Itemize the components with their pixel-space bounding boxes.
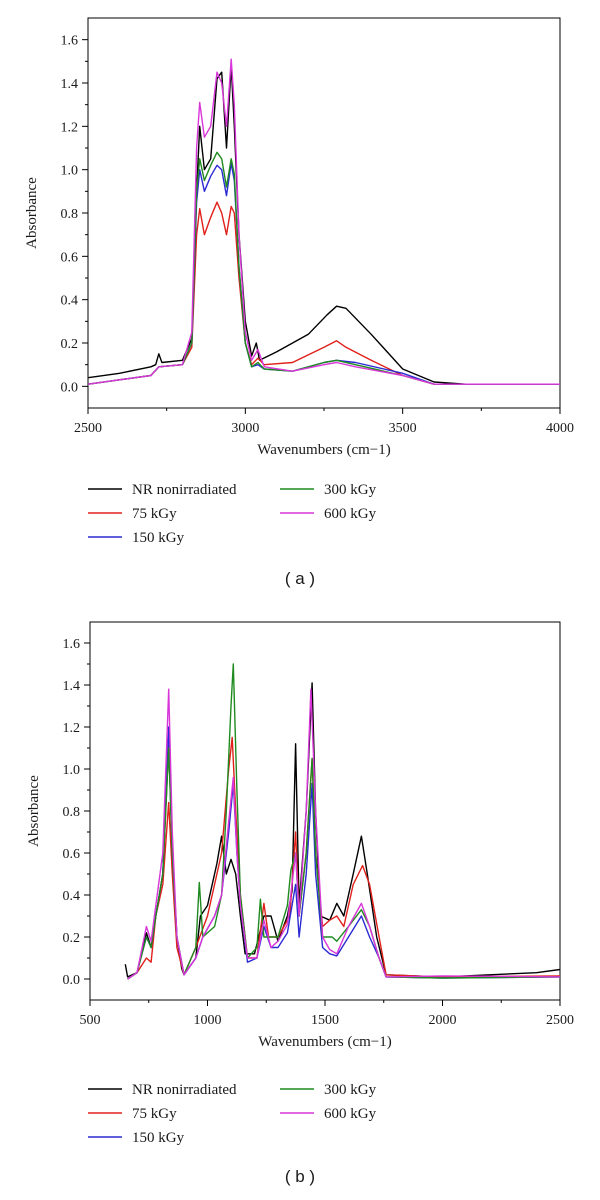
y-tick-label: 1.0: [63, 763, 81, 778]
y-tick-label: 1.2: [61, 120, 79, 135]
x-tick-label: 2500: [74, 421, 102, 436]
series-line-2: [127, 726, 560, 980]
legend-label: 75 kGy: [132, 1106, 177, 1122]
series-line-4: [127, 688, 560, 980]
x-tick-label: 1000: [194, 1013, 222, 1028]
legend: NR nonirradiated 75 kGy 150 kGy 300 kGy 600 …: [88, 482, 377, 546]
x-tick-label: 2000: [429, 1013, 457, 1028]
y-tick-label: 0.8: [63, 805, 81, 820]
y-tick-label: 1.6: [63, 637, 81, 652]
series-line-2: [88, 162, 560, 385]
x-tick-label: 2500: [546, 1013, 574, 1028]
chart-panel-0: 2500 3000 3500 4000 0.0 0.2 0.4 0.6 0.8 1.0 1.2 1.4…: [24, 17, 574, 588]
y-tick-label: 0.0: [63, 973, 81, 988]
legend: NR nonirradiated 75 kGy 150 kGy 300 kGy 600 …: [88, 1082, 377, 1146]
y-tick-label: 0.2: [63, 931, 81, 946]
legend-label: 150 kGy: [132, 1130, 185, 1146]
series-line-1: [88, 201, 560, 385]
x-axis-label: Wavenumbers (cm−1): [258, 1034, 391, 1050]
x-tick-label: 4000: [546, 421, 574, 436]
y-axis-label: Absorbance: [24, 177, 40, 249]
series-line-1: [127, 736, 560, 980]
y-tick-label: 1.4: [63, 679, 81, 694]
y-tick-label: 0.6: [63, 847, 81, 862]
legend-label: 300 kGy: [324, 1082, 377, 1098]
x-axis-label: Wavenumbers (cm−1): [257, 442, 390, 458]
series-line-4: [88, 58, 560, 385]
legend-label: 600 kGy: [324, 1106, 377, 1122]
panel-label: ( a ): [285, 569, 315, 588]
legend-label: 600 kGy: [324, 506, 377, 522]
y-tick-label: 1.0: [61, 164, 79, 179]
x-tick-label: 3000: [231, 421, 259, 436]
y-tick-label: 1.2: [63, 721, 81, 736]
y-tick-label: 0.4: [63, 889, 81, 904]
plot-frame: [87, 17, 561, 409]
legend-label: NR nonirradiated: [132, 482, 237, 498]
y-tick-label: 0.2: [61, 337, 79, 352]
y-tick-label: 1.6: [61, 34, 79, 49]
panel-label: ( b ): [285, 1167, 315, 1186]
y-tick-label: 1.4: [61, 77, 79, 92]
series-line-0: [88, 65, 560, 385]
legend-label: 150 kGy: [132, 530, 185, 546]
legend-label: 300 kGy: [324, 482, 377, 498]
y-tick-label: 0.6: [61, 250, 79, 265]
legend-label: NR nonirradiated: [132, 1082, 237, 1098]
x-tick-label: 500: [80, 1013, 101, 1028]
legend-label: 75 kGy: [132, 506, 177, 522]
x-tick-label: 3500: [389, 421, 417, 436]
y-axis-label: Absorbance: [26, 775, 42, 847]
x-tick-label: 1500: [311, 1013, 339, 1028]
plot-frame: [89, 621, 561, 1001]
y-tick-label: 0.8: [61, 207, 79, 222]
y-tick-label: 0.0: [61, 380, 79, 395]
y-tick-label: 0.4: [61, 294, 79, 309]
series-line-3: [88, 151, 560, 385]
chart-panel-1: 500 1000 1500 2000 2500 0.0 0.2 0.4 0.6 0.8 1.0 1.2…: [26, 621, 574, 1186]
series-line-3: [127, 663, 560, 980]
